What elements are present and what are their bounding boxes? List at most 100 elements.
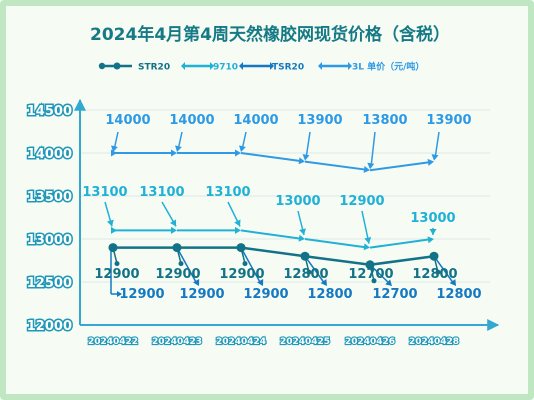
3l-data-label: 14000: [233, 113, 278, 128]
tsr20-data-label: 12900: [243, 287, 288, 302]
3l-leader-arrow: [111, 145, 118, 152]
x-tick-label: 20240428: [409, 337, 459, 347]
9710-leader-arrow: [299, 228, 306, 235]
tsr20-data-label: 12900: [179, 287, 224, 302]
9710-data-label: 13000: [410, 211, 455, 226]
9710-segment: [369, 238, 433, 249]
9710-data-label: 13000: [275, 194, 320, 209]
9710-arrow: [363, 243, 370, 251]
9710-arrow: [171, 226, 177, 234]
str20-leader: [369, 264, 375, 281]
legend-label: 9710: [213, 63, 238, 73]
legend-marker: [239, 62, 243, 70]
9710-leader-arrow: [429, 229, 437, 235]
3l-leader-arrow: [367, 162, 375, 170]
legend-marker: [210, 62, 214, 70]
data-labels: 14000 14000 14000 13900 13800 13900 13100 13100…: [82, 113, 481, 302]
series-layer: [104, 131, 456, 297]
3l-leader: [305, 131, 311, 159]
str20-leader-dot: [242, 261, 248, 267]
3l-start-marker: [111, 149, 117, 157]
3l-leader-arrow: [239, 145, 246, 152]
3l-data-label: 13800: [362, 113, 407, 128]
str20-data-label: 12900: [155, 267, 200, 282]
9710-arrow: [298, 234, 305, 242]
str20-data-label: 12700: [348, 267, 393, 282]
3l-leader-arrow: [175, 145, 182, 152]
tsr20-leader-arrow: [257, 279, 264, 286]
9710-data-label: 13100: [139, 185, 184, 200]
3l-segment: [304, 160, 369, 171]
tsr20-data-label: 12700: [372, 287, 417, 302]
9710-leader-arrow: [169, 219, 177, 227]
9710-leader-arrow: [106, 219, 114, 227]
tsr20-leader: [176, 247, 198, 285]
chart-title: 2024年4月第4周天然橡胶网现货价格（含税）: [90, 24, 450, 45]
9710-segment: [304, 238, 369, 249]
legend-marker: [348, 62, 352, 70]
y-tick-label: 12000: [27, 319, 72, 334]
str20-data-label: 12900: [94, 267, 139, 282]
9710-arrow: [235, 226, 241, 234]
3l-data-label: 14000: [169, 113, 214, 128]
y-tick-label: 14000: [27, 147, 72, 162]
3l-leader: [370, 131, 376, 168]
9710-start-marker: [111, 226, 117, 234]
9710-data-label: 13100: [205, 185, 250, 200]
chart-legend: STR20 9710 TSR20 3L 单价（元/吨）: [98, 61, 424, 73]
tsr20-leader-arrow: [320, 279, 327, 286]
tsr20-leader: [304, 255, 326, 285]
str20-leader-dot: [114, 261, 120, 267]
9710-data-label: 13100: [82, 185, 127, 200]
tsr20-data-label: 12900: [119, 287, 164, 302]
tsr20-leader: [240, 247, 262, 285]
legend-marker: [113, 62, 121, 70]
str20-line: [113, 246, 435, 267]
legend-label: TSR20: [272, 63, 304, 73]
3l-data-label: 13900: [426, 113, 471, 128]
str20-leader-dot: [178, 261, 184, 267]
legend-label: STR20: [138, 63, 170, 73]
y-tick-label: 13000: [27, 233, 72, 248]
3l-data-label: 13900: [297, 113, 342, 128]
y-tick-label: 13500: [27, 190, 72, 205]
str20-leader-dot: [435, 269, 441, 275]
str20-leader: [176, 247, 182, 264]
3l-arrow: [427, 158, 434, 166]
tsr20-leader-arrow: [385, 279, 392, 286]
tsr20-leader-arrow: [193, 279, 200, 286]
legend-marker: [270, 62, 274, 70]
str20-leader-dot: [371, 278, 377, 284]
str20-leader: [112, 247, 118, 264]
3l-leader-arrow: [302, 154, 310, 161]
axes: 12000 12500 13000 13500 14000 14500 20240422 20…: [25, 98, 500, 348]
3l-leader-arrow: [431, 154, 439, 161]
3l-segment: [369, 160, 433, 172]
str20-leader: [240, 247, 246, 264]
3l-segment: [240, 152, 304, 163]
legend-label: 3L 单价（元/吨）: [352, 61, 424, 73]
9710-leader-arrow: [364, 236, 372, 244]
str20-leader-dot: [306, 269, 312, 275]
9710-leader-arrow: [234, 219, 241, 227]
9710-arrow: [427, 236, 434, 244]
legend-marker: [181, 62, 185, 70]
tsr20-leader: [433, 255, 455, 285]
3l-arrow: [171, 149, 177, 157]
y-tick-label: 12500: [27, 276, 72, 291]
tsr20-data-label: 12800: [307, 287, 352, 302]
x-tick-label: 20240423: [152, 337, 202, 347]
legend-marker: [318, 62, 322, 70]
x-tick-label: 20240426: [345, 337, 395, 347]
legend-marker: [98, 62, 106, 70]
9710-segment: [240, 229, 304, 240]
y-tick-label: 14500: [27, 104, 72, 119]
x-tick-label: 20240425: [280, 337, 330, 347]
tsr20-leader-arrow: [117, 291, 122, 297]
str20-leader: [433, 256, 439, 273]
tsr20-leader: [369, 264, 391, 285]
tsr20-data-label: 12800: [436, 287, 481, 302]
x-tick-label: 20240422: [88, 337, 138, 347]
str20-leader: [304, 256, 310, 273]
